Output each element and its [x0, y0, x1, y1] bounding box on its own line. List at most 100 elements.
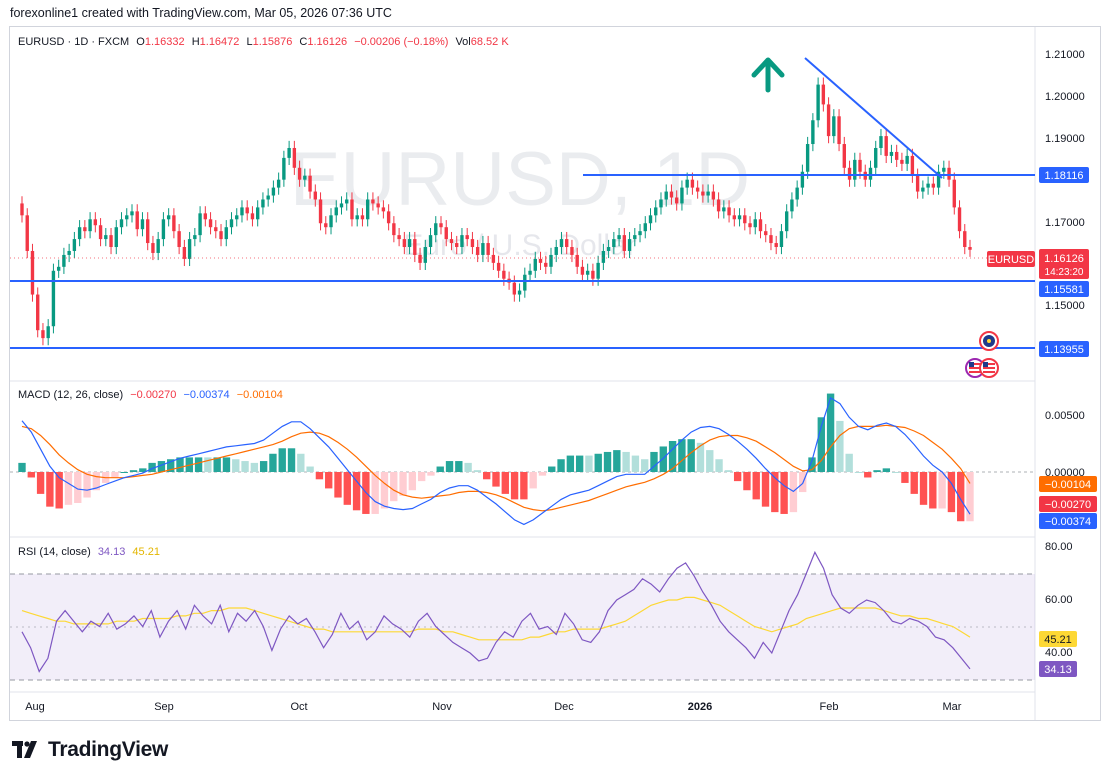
candlestick-series[interactable] [20, 77, 972, 346]
price-tick: 1.15000 [1045, 300, 1085, 312]
candle-body [151, 243, 155, 253]
candle-body [622, 235, 627, 251]
candle-body [633, 235, 637, 240]
macd-histogram-bar [343, 472, 351, 505]
candle-body [837, 116, 841, 145]
macd-histogram-bar [501, 472, 509, 494]
tradingview-logo[interactable]: TradingView [12, 738, 168, 762]
candle-body [858, 159, 862, 172]
candle-body [769, 235, 773, 244]
candle-body [701, 191, 705, 196]
candle-body [517, 290, 522, 295]
macd-histogram [18, 393, 974, 522]
macd-histogram-bar [919, 472, 928, 505]
candle-body [182, 247, 187, 259]
macd-histogram-bar [603, 451, 612, 472]
candle-body [41, 330, 45, 339]
macd-histogram-bar [464, 462, 472, 472]
macd-histogram-bar [836, 420, 844, 472]
time-tick-year: 2026 [688, 701, 712, 713]
candle-body [722, 207, 726, 212]
candle-body [748, 223, 752, 228]
macd-histogram-bar [157, 461, 166, 472]
macd-histogram-bar [696, 442, 705, 472]
candle-body [884, 136, 888, 156]
candle-body [963, 231, 967, 248]
macd-histogram-bar [213, 457, 221, 472]
candle-body [957, 207, 962, 232]
candle-body [324, 223, 328, 228]
macd-histogram-bar [139, 468, 147, 472]
macd-histogram-bar [724, 470, 733, 472]
level-label-bg [1039, 341, 1089, 357]
macd-histogram-bar [882, 468, 891, 472]
time-tick: Nov [432, 701, 452, 713]
downtrend-line[interactable] [804, 57, 943, 179]
candle-body [465, 235, 469, 240]
macd-histogram-bar [222, 457, 231, 472]
macd-histogram-bar [706, 450, 714, 472]
candle-body [832, 116, 836, 137]
candle-body [402, 239, 407, 248]
macd-histogram-bar [390, 472, 398, 502]
candle-body [360, 215, 365, 220]
macd-histogram-bar [631, 455, 640, 472]
macd-histogram-bar [259, 461, 268, 472]
candle-body [125, 215, 129, 220]
level-label-lower: 1.13955 [1044, 344, 1084, 356]
macd-histogram-bar [232, 459, 240, 472]
legend-symbol[interactable]: EURUSD · 1D · FXCM [18, 36, 130, 48]
rsi-legend-title[interactable]: RSI (14, close) [18, 546, 91, 558]
ohlc-legend[interactable]: EURUSD · 1D · FXCM O1.16332 H1.16472 L1.… [18, 36, 513, 48]
candle-body [114, 227, 118, 248]
macd-histogram-bar [808, 457, 816, 472]
macd-signal-line [21, 424, 971, 512]
rsi-legend-ma: 45.21 [132, 546, 160, 558]
macd-histogram-bar [129, 470, 138, 472]
macd-histogram-bar [529, 472, 537, 489]
macd-legend[interactable]: MACD (12, 26, close) −0.00270 −0.00374 −… [18, 389, 287, 401]
macd-histogram-bar [957, 472, 965, 522]
candle-body [187, 239, 192, 259]
legend-low-label: L [246, 36, 253, 48]
economic-event-icon[interactable] [979, 331, 999, 351]
up-arrow-icon[interactable] [751, 57, 785, 93]
candle-body [580, 266, 585, 275]
macd-histogram-bar [120, 472, 128, 473]
candle-body [51, 270, 56, 327]
candle-body [329, 215, 333, 228]
candle-body [758, 219, 763, 232]
candle-body [821, 84, 826, 105]
candle-body [947, 167, 951, 180]
rsi-band [10, 574, 1035, 680]
candle-body [250, 213, 255, 220]
candle-body [900, 159, 904, 164]
flag-events-icon[interactable] [965, 358, 999, 378]
price-tick: 1.19000 [1045, 133, 1085, 145]
level-label-support: 1.15581 [1044, 284, 1084, 296]
macd-value-label-bg [1039, 496, 1097, 512]
candle-body [732, 215, 737, 220]
macd-histogram-bar [761, 472, 770, 507]
macd-histogram-bar [352, 472, 361, 511]
candle-body [334, 207, 338, 216]
candle-body [36, 294, 40, 331]
rsi-legend[interactable]: RSI (14, close) 34.13 45.21 [18, 546, 164, 558]
candle-body [423, 247, 427, 263]
candle-body [345, 199, 349, 204]
macd-histogram-bar [594, 453, 602, 472]
macd-histogram-bar [641, 459, 649, 472]
candle-body [743, 215, 747, 224]
candle-body [816, 84, 820, 121]
time-tick: Sep [154, 701, 174, 713]
candle-body [177, 231, 181, 248]
candle-body [811, 120, 815, 145]
candle-body [601, 250, 606, 263]
macd-histogram-bar [278, 448, 286, 472]
macd-histogram-bar [901, 472, 909, 483]
candle-body [245, 207, 249, 214]
candle-body [208, 219, 213, 228]
macd-legend-title[interactable]: MACD (12, 26, close) [18, 389, 124, 401]
macd-histogram-bar [891, 472, 900, 473]
